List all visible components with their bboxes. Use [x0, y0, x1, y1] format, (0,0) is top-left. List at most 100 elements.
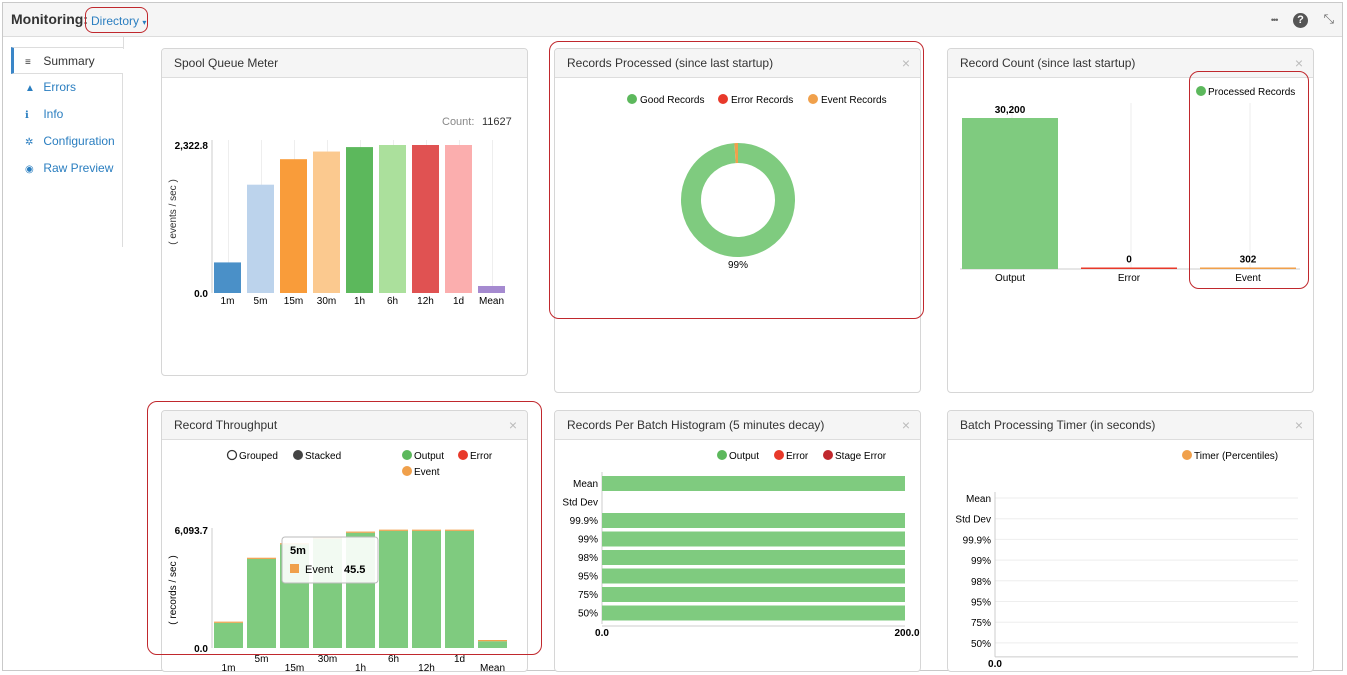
- histogram-chart: Output Error Stage Error Mean Std Dev 99.9…: [562, 450, 920, 639]
- x-tick-label: Event: [1235, 273, 1261, 284]
- spool-bar: [445, 145, 472, 293]
- sidebar-item-raw-preview[interactable]: ◉ Raw Preview: [11, 155, 122, 182]
- x-tick-label: 6h: [388, 654, 399, 665]
- donut-percent-label: 99%: [728, 260, 748, 271]
- stacked-radio[interactable]: [293, 450, 303, 460]
- event-bar: [412, 529, 441, 531]
- x-tick-label: 5m: [255, 654, 269, 665]
- tooltip-title: 5m: [290, 545, 306, 557]
- histogram-bar: [602, 531, 905, 547]
- more-icon[interactable]: •••: [1270, 15, 1279, 25]
- records-processed-chart: Good Records Error Records Event Records…: [627, 94, 887, 271]
- output-bar: [478, 641, 507, 648]
- throughput-chart: Grouped Stacked Output Error Event ( rec…: [168, 449, 507, 674]
- legend-swatch-output: [402, 450, 412, 460]
- tooltip-series: Event: [305, 564, 333, 576]
- legend-event[interactable]: Event: [414, 467, 440, 478]
- stacked-label[interactable]: Stacked: [305, 451, 341, 462]
- close-icon[interactable]: ×: [1294, 55, 1303, 71]
- legend-stage-error[interactable]: Stage Error: [835, 451, 887, 462]
- spool-queue-panel: Spool Queue Meter Count: 11627 ( events …: [161, 48, 528, 376]
- close-icon[interactable]: ×: [901, 55, 910, 71]
- sidebar-item-label: Errors: [43, 80, 77, 94]
- collapse-icon[interactable]: ⤡: [1323, 11, 1334, 26]
- grouped-radio[interactable]: [226, 449, 238, 461]
- output-bar: [445, 530, 474, 648]
- sidebar-item-summary[interactable]: ≡ Summary: [11, 47, 123, 74]
- y-tick-label: 6,093.7: [175, 526, 209, 537]
- x-tick-label: 1m: [221, 296, 235, 307]
- tooltip: 5m Event 45.5: [281, 536, 379, 584]
- spool-bar: [346, 147, 373, 293]
- warning-icon: ▲: [25, 83, 35, 94]
- legend-error[interactable]: Error: [470, 451, 493, 462]
- y-tick-label: Std Dev: [562, 498, 598, 509]
- histogram-bar: [602, 476, 905, 491]
- spool-bar: [379, 145, 406, 293]
- legend-swatch-error: [718, 94, 728, 104]
- bar-chart-icon: ≡: [25, 57, 31, 68]
- x-tick-label: 1m: [222, 663, 236, 672]
- legend-error[interactable]: Error Records: [731, 95, 793, 106]
- close-icon[interactable]: ×: [508, 417, 517, 433]
- panel-title: Spool Queue Meter: [162, 49, 527, 78]
- y-tick-label: 0.0: [194, 289, 208, 300]
- spool-chart: Count: 11627 ( events / sec ) 0.0 2,322.8…: [168, 116, 512, 307]
- y-tick-label: 99.9%: [963, 535, 991, 546]
- close-icon[interactable]: ×: [1294, 417, 1303, 433]
- legend-processed[interactable]: Processed Records: [1208, 87, 1295, 98]
- value-label: 302: [1240, 254, 1257, 265]
- legend-swatch-error: [774, 450, 784, 460]
- legend-error[interactable]: Error: [786, 451, 809, 462]
- record-count-bar: [1200, 267, 1296, 269]
- count-value: 11627: [482, 116, 512, 128]
- sidebar-item-errors[interactable]: ▲ Errors: [11, 74, 122, 101]
- x-tick-label: 0.0: [595, 628, 609, 639]
- legend-swatch-event: [402, 466, 412, 476]
- sidebar-item-label: Raw Preview: [43, 161, 114, 175]
- legend: Output Error Event: [402, 450, 493, 478]
- grouped-label[interactable]: Grouped: [239, 451, 278, 462]
- page-title: Monitoring:: [11, 11, 88, 27]
- y-tick-label: 99%: [971, 556, 991, 567]
- record-throughput-panel: Record Throughput × Grouped Stacked Outp…: [161, 410, 528, 674]
- legend-swatch-good: [627, 94, 637, 104]
- record-count-panel: Record Count (since last startup) × Proc…: [947, 48, 1314, 393]
- event-bar: [445, 529, 474, 531]
- sidebar-item-label: Summary: [43, 54, 95, 68]
- legend-good[interactable]: Good Records: [640, 95, 704, 106]
- legend-output[interactable]: Output: [729, 451, 759, 462]
- spool-bar: [478, 285, 505, 293]
- legend: Good Records Error Records Event Records: [627, 94, 887, 106]
- legend-event[interactable]: Event Records: [821, 95, 887, 106]
- x-tick-label: 30m: [318, 654, 337, 665]
- output-bar: [379, 530, 408, 648]
- legend-swatch-timer: [1182, 450, 1192, 460]
- directory-dropdown-label: Directory: [91, 14, 140, 28]
- donut-slice: [681, 143, 795, 257]
- help-icon[interactable]: ?: [1292, 13, 1308, 28]
- sidebar-item-configuration[interactable]: ✲ Configuration: [11, 128, 122, 155]
- output-bar: [247, 558, 276, 648]
- panel-title: Record Throughput: [162, 411, 527, 440]
- x-tick-label: 1d: [453, 296, 464, 307]
- y-tick-label: 98%: [578, 553, 598, 564]
- x-tick-label: 1h: [355, 663, 366, 672]
- panel-title: Batch Processing Timer (in seconds): [948, 411, 1313, 440]
- legend-output[interactable]: Output: [414, 451, 444, 462]
- mode-toggle[interactable]: Grouped Stacked: [226, 449, 342, 462]
- x-tick-label: 200.0: [894, 628, 919, 639]
- sidebar-item-label: Configuration: [43, 134, 115, 148]
- x-tick-label: Output: [995, 273, 1025, 284]
- eye-icon: ◉: [25, 164, 34, 175]
- close-icon[interactable]: ×: [901, 417, 910, 433]
- event-bar: [247, 557, 276, 559]
- spool-bar: [214, 262, 241, 293]
- event-bar: [478, 640, 507, 642]
- sidebar-item-info[interactable]: ℹ Info: [11, 101, 122, 128]
- legend-timer[interactable]: Timer (Percentiles): [1194, 451, 1278, 462]
- legend-swatch-event: [808, 94, 818, 104]
- records-processed-panel: Records Processed (since last startup) ×…: [554, 48, 921, 393]
- directory-dropdown[interactable]: Directory ▾: [85, 7, 148, 33]
